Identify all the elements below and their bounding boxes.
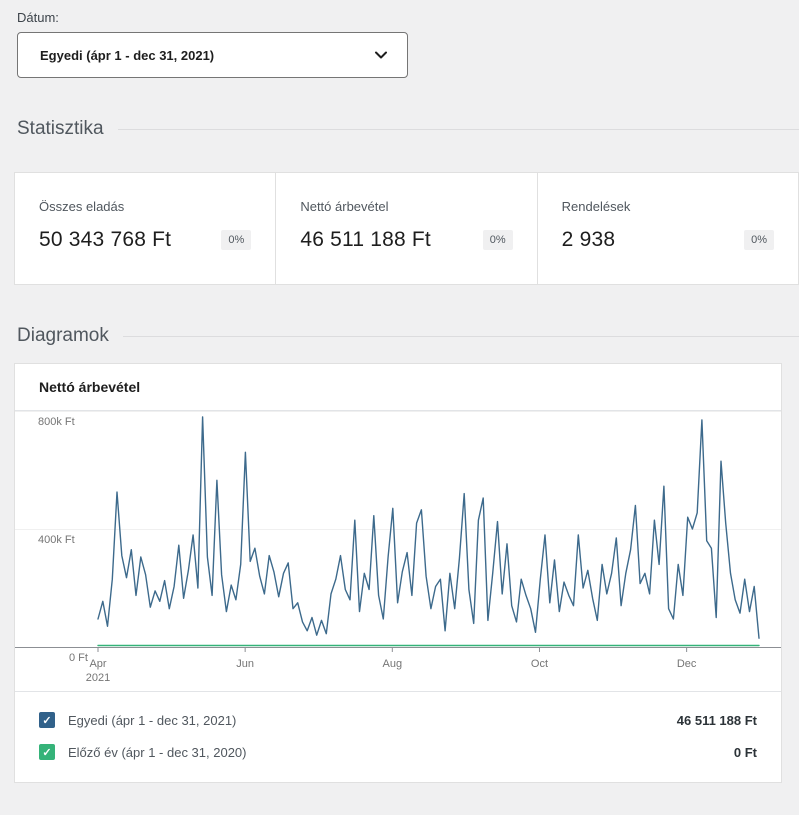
checked-checkbox-icon[interactable]: ✓ xyxy=(39,744,55,760)
chart-title: Nettó árbevétel xyxy=(39,379,141,395)
charts-section-title: Diagramok xyxy=(17,325,109,346)
svg-text:Aug: Aug xyxy=(383,658,403,670)
stat-value: 50 343 768 Ft xyxy=(39,228,172,251)
stat-value: 46 511 188 Ft xyxy=(300,228,431,251)
legend-label: Előző év (ápr 1 - dec 31, 2020) xyxy=(68,744,247,760)
svg-text:0 Ft: 0 Ft xyxy=(69,652,88,664)
svg-text:400k Ft: 400k Ft xyxy=(38,534,75,546)
stat-card-total-sales[interactable]: Összes eladás 50 343 768 Ft 0% xyxy=(15,173,277,284)
section-divider xyxy=(122,335,799,337)
stat-card-net-revenue[interactable]: Nettó árbevétel 46 511 188 Ft 0% xyxy=(276,173,538,284)
chevron-down-icon xyxy=(375,51,387,59)
stat-value: 2 938 xyxy=(561,228,616,251)
stat-card-orders[interactable]: Rendelések 2 938 0% xyxy=(538,173,798,284)
stat-delta-badge: 0% xyxy=(221,230,252,250)
legend-value: 0 Ft xyxy=(733,744,757,760)
charts-section-header: Diagramok xyxy=(17,325,799,347)
svg-text:2021: 2021 xyxy=(86,672,110,684)
legend-row-current-period[interactable]: ✓ Egyedi (ápr 1 - dec 31, 2021) 46 511 1… xyxy=(39,704,757,736)
svg-text:Oct: Oct xyxy=(531,658,548,670)
checked-checkbox-icon[interactable]: ✓ xyxy=(39,712,55,728)
date-range-select[interactable]: Egyedi (ápr 1 - dec 31, 2021) xyxy=(17,32,408,78)
svg-text:800k Ft: 800k Ft xyxy=(38,416,75,428)
revenue-chart-svg[interactable]: 800k Ft 400k Ft 0 Ft Apr 2021 Jun Aug Oct Dec xyxy=(15,411,781,691)
date-range-value: Egyedi (ápr 1 - dec 31, 2021) xyxy=(40,47,215,63)
stat-delta-badge: 0% xyxy=(744,230,774,250)
stats-summary-row: Összes eladás 50 343 768 Ft 0% Nettó árb… xyxy=(14,172,799,285)
date-filter-label: Dátum: xyxy=(17,10,59,25)
net-revenue-chart-card: Nettó árbevétel 800k Ft 400k Ft 0 Ft Apr 202… xyxy=(14,363,782,783)
stats-section-header: Statisztika xyxy=(17,118,799,140)
chart-card-header: Nettó árbevétel xyxy=(15,364,781,411)
chart-legend: ✓ Egyedi (ápr 1 - dec 31, 2021) 46 511 1… xyxy=(15,691,781,782)
svg-text:Jun: Jun xyxy=(236,658,254,670)
stat-label: Rendelések xyxy=(561,199,631,214)
date-filter-block: Dátum: Egyedi (ápr 1 - dec 31, 2021) xyxy=(0,0,799,78)
section-divider xyxy=(117,128,799,130)
legend-label: Egyedi (ápr 1 - dec 31, 2021) xyxy=(68,712,237,728)
stat-label: Nettó árbevétel xyxy=(300,199,389,214)
legend-row-previous-year[interactable]: ✓ Előző év (ápr 1 - dec 31, 2020) 0 Ft xyxy=(39,736,757,768)
legend-value: 46 511 188 Ft xyxy=(676,712,757,728)
svg-text:Dec: Dec xyxy=(677,658,697,670)
svg-text:Apr: Apr xyxy=(89,658,106,670)
stat-label: Összes eladás xyxy=(39,199,125,214)
stat-delta-badge: 0% xyxy=(482,230,513,250)
stats-section-title: Statisztika xyxy=(17,118,104,139)
